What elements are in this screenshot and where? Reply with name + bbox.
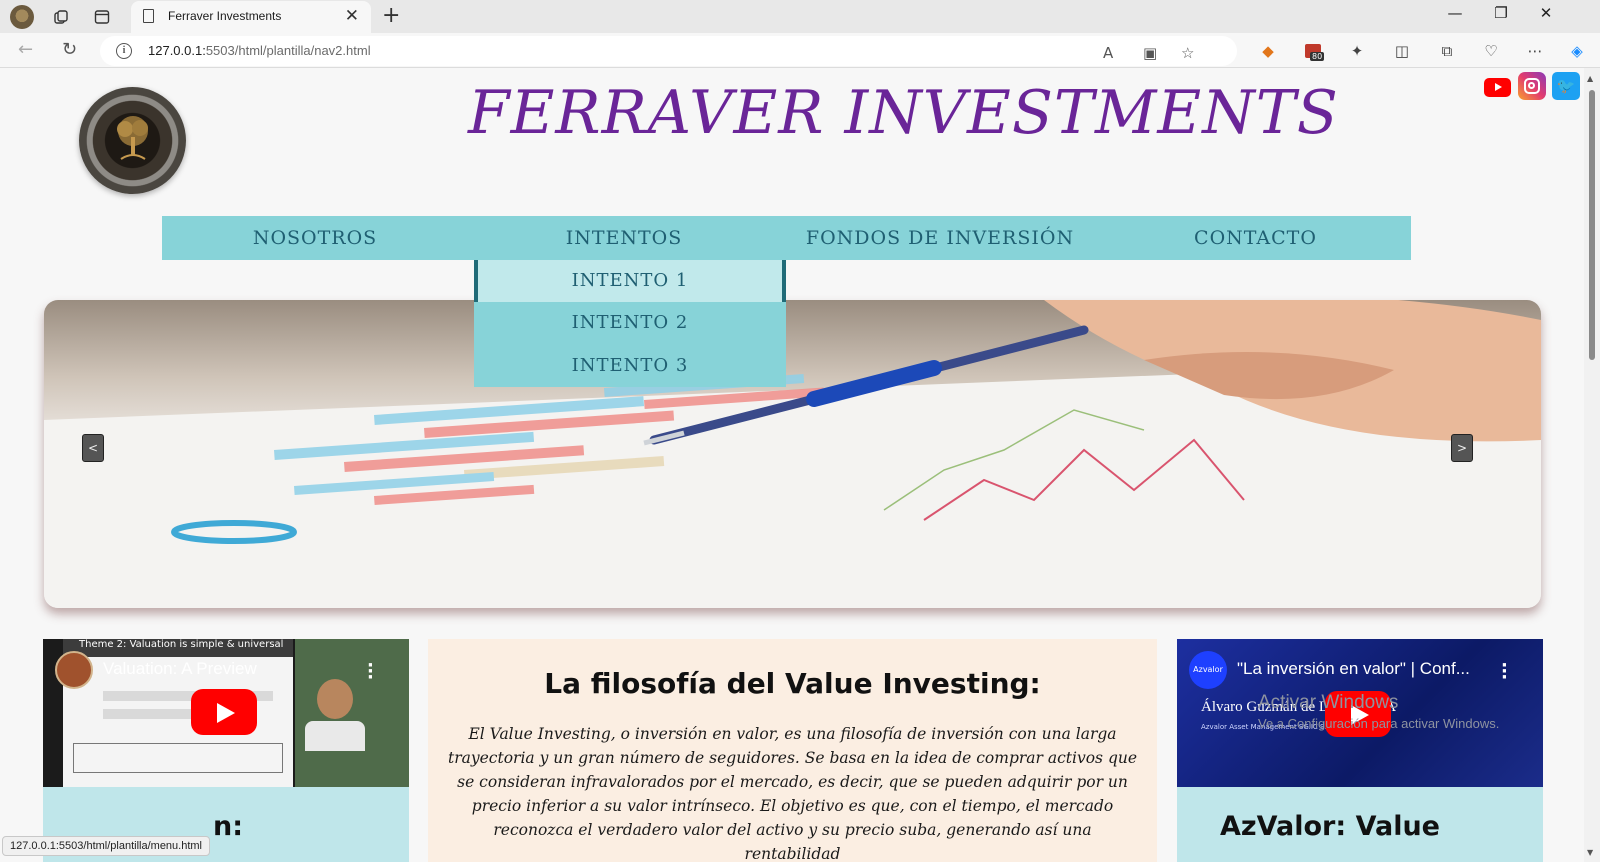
nav-contacto[interactable]: CONTACTO bbox=[1194, 227, 1317, 249]
back-button[interactable]: ← bbox=[18, 39, 34, 60]
nav-intentos[interactable]: INTENTOS bbox=[565, 227, 683, 249]
metamask-icon[interactable]: ◆ bbox=[1262, 42, 1274, 60]
site-logo[interactable] bbox=[79, 87, 186, 194]
immersive-reader-icon[interactable]: ▣ bbox=[1143, 44, 1158, 62]
video-left-caption: Theme 2: Valuation is simple & universal bbox=[79, 639, 284, 650]
tree-logo-icon bbox=[117, 116, 148, 160]
tab-actions-icon[interactable] bbox=[91, 6, 113, 28]
main-nav: NOSOTROS INTENTOS FONDOS DE INVERSIÓN CO… bbox=[162, 216, 1411, 260]
link-status-bar: 127.0.0.1:5503/html/plantilla/menu.html bbox=[2, 836, 211, 856]
value-investing-article: La filosofía del Value Investing: El Val… bbox=[428, 639, 1157, 862]
instagram-icon[interactable] bbox=[1518, 72, 1546, 100]
video-left-play-icon[interactable] bbox=[191, 689, 257, 735]
more-menu-icon[interactable]: ⋯ bbox=[1527, 42, 1543, 60]
article-title: La filosofía del Value Investing: bbox=[544, 667, 1041, 700]
minimize-button[interactable]: — bbox=[1447, 4, 1463, 22]
video-right[interactable]: Azvalor "La inversión en valor" | Conf..… bbox=[1177, 639, 1543, 787]
video-right-play-icon[interactable] bbox=[1325, 691, 1391, 737]
reload-button[interactable]: ↻ bbox=[62, 39, 78, 60]
page-viewport: FERRAVER INVESTMENTS 🐦 NOSOTROS INTENTOS… bbox=[0, 68, 1584, 862]
slider-prev-button[interactable]: < bbox=[82, 434, 104, 462]
site-title: FERRAVER INVESTMENTS bbox=[468, 78, 1339, 148]
watermark-line2: Ve a Configuración para activar Windows. bbox=[1258, 716, 1500, 731]
close-window-button[interactable]: ✕ bbox=[1539, 4, 1553, 22]
split-screen-icon[interactable]: ◫ bbox=[1394, 42, 1410, 60]
extension-badge-icon[interactable]: 80 bbox=[1303, 41, 1325, 61]
document-icon bbox=[143, 9, 154, 23]
channel-avatar[interactable] bbox=[55, 651, 93, 689]
video-left-menu-icon[interactable]: · · · bbox=[367, 655, 374, 688]
image-slider: < > bbox=[44, 300, 1541, 608]
tab-title: Ferraver Investments bbox=[168, 9, 282, 23]
tab-ferraver[interactable]: Ferraver Investments ✕ bbox=[131, 1, 371, 33]
watermark-line1: Activar Windows bbox=[1258, 692, 1399, 713]
video-right-menu-icon[interactable]: · · · bbox=[1501, 655, 1508, 688]
profile-avatar[interactable] bbox=[10, 5, 34, 29]
windows-activation-watermark: Activar Windows Ve a Configuración para … bbox=[1258, 692, 1499, 731]
new-tab-button[interactable]: + bbox=[382, 3, 401, 28]
card-right: AzValor: Value bbox=[1177, 787, 1543, 862]
finance-chart-photo bbox=[44, 300, 1541, 608]
extensions-puzzle-icon[interactable]: ✦ bbox=[1350, 42, 1364, 60]
nav-nosotros[interactable]: NOSOTROS bbox=[252, 227, 378, 249]
scroll-thumb[interactable] bbox=[1589, 90, 1595, 360]
address-bar[interactable]: i 127.0.0.1:5503/html/plantilla/nav2.htm… bbox=[100, 36, 1237, 66]
article-body: El Value Investing, o inversión en valor… bbox=[447, 725, 1138, 862]
page-scrollbar[interactable]: ▲ ▼ bbox=[1584, 68, 1600, 862]
video-left-title: Valuation: A Preview bbox=[103, 659, 257, 678]
video-left[interactable]: Theme 2: Valuation is simple & universal… bbox=[43, 639, 409, 787]
dropdown-intento-1[interactable]: INTENTO 1 bbox=[474, 260, 786, 302]
close-tab-icon[interactable]: ✕ bbox=[344, 6, 359, 26]
restore-button[interactable]: ❐ bbox=[1494, 4, 1508, 22]
scroll-up-icon[interactable]: ▲ bbox=[1587, 74, 1594, 83]
channel-avatar-azvalor[interactable]: Azvalor bbox=[1189, 651, 1227, 689]
collections-icon[interactable]: ⧉ bbox=[1441, 42, 1453, 60]
performance-icon[interactable]: ♡ bbox=[1484, 42, 1498, 60]
nav-fondos[interactable]: FONDOS DE INVERSIÓN bbox=[805, 227, 1075, 249]
scroll-down-icon[interactable]: ▼ bbox=[1587, 848, 1594, 857]
dropdown-intento-2[interactable]: INTENTO 2 bbox=[571, 312, 689, 333]
address-toolbar: ← ↻ i 127.0.0.1:5503/html/plantilla/nav2… bbox=[0, 33, 1600, 68]
video-right-small: Azvalor Asset Management SGIIC S.A. bbox=[1201, 723, 1334, 731]
card-left-title: n: bbox=[213, 811, 244, 842]
favorite-star-icon[interactable]: ☆ bbox=[1181, 44, 1195, 62]
url-path: 5503/html/plantilla/nav2.html bbox=[205, 43, 371, 58]
site-info-icon[interactable]: i bbox=[116, 43, 132, 59]
tab-bar: Ferraver Investments ✕ + — ❐ ✕ bbox=[0, 0, 1600, 33]
url-host: 127.0.0.1: bbox=[148, 43, 206, 58]
video-left-presenter bbox=[295, 639, 409, 787]
dropdown-intento-3[interactable]: INTENTO 3 bbox=[571, 355, 689, 376]
read-aloud-icon[interactable]: A bbox=[1103, 44, 1114, 62]
slider-next-button[interactable]: > bbox=[1451, 434, 1473, 462]
youtube-icon[interactable] bbox=[1484, 78, 1511, 97]
twitter-icon[interactable]: 🐦 bbox=[1552, 72, 1580, 100]
intentos-dropdown: INTENTO 1 INTENTO 2 INTENTO 3 bbox=[474, 260, 786, 387]
video-right-title: "La inversión en valor" | Conf... bbox=[1237, 659, 1470, 678]
card-right-title: AzValor: Value bbox=[1220, 811, 1440, 842]
extension-badge-count: 80 bbox=[1310, 52, 1325, 61]
copilot-icon[interactable]: ◈ bbox=[1571, 42, 1583, 60]
workspaces-icon[interactable] bbox=[50, 6, 72, 28]
url-text[interactable]: 127.0.0.1:5503/html/plantilla/nav2.html bbox=[148, 43, 371, 58]
